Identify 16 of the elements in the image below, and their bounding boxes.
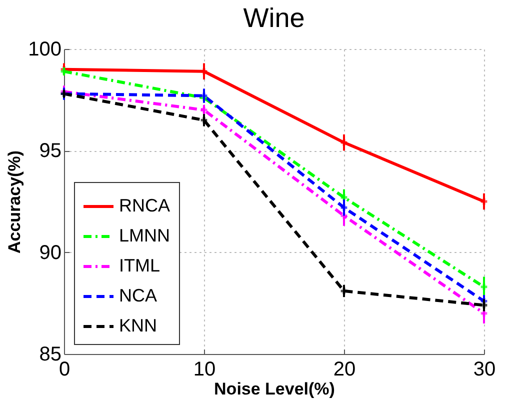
- legend-label: KNN: [119, 316, 158, 336]
- y-tick-label: 100: [28, 38, 62, 60]
- x-tick-label: 0: [58, 358, 70, 380]
- legend-label: LMNN: [119, 226, 170, 246]
- x-tick-label: 30: [473, 358, 496, 380]
- y-tick-label: 85: [39, 344, 62, 366]
- chart-title: Wine: [243, 3, 305, 33]
- y-tick-label: 90: [39, 242, 62, 264]
- legend-label: RNCA: [119, 196, 170, 216]
- y-axis-title: Accuracy(%): [5, 150, 24, 254]
- legend-label: NCA: [119, 286, 158, 306]
- legend-label: ITML: [119, 256, 160, 276]
- x-tick-label: 10: [193, 358, 216, 380]
- y-tick-label: 95: [39, 140, 62, 162]
- x-axis-title: Noise Level(%): [214, 380, 335, 398]
- x-tick-label: 20: [333, 358, 356, 380]
